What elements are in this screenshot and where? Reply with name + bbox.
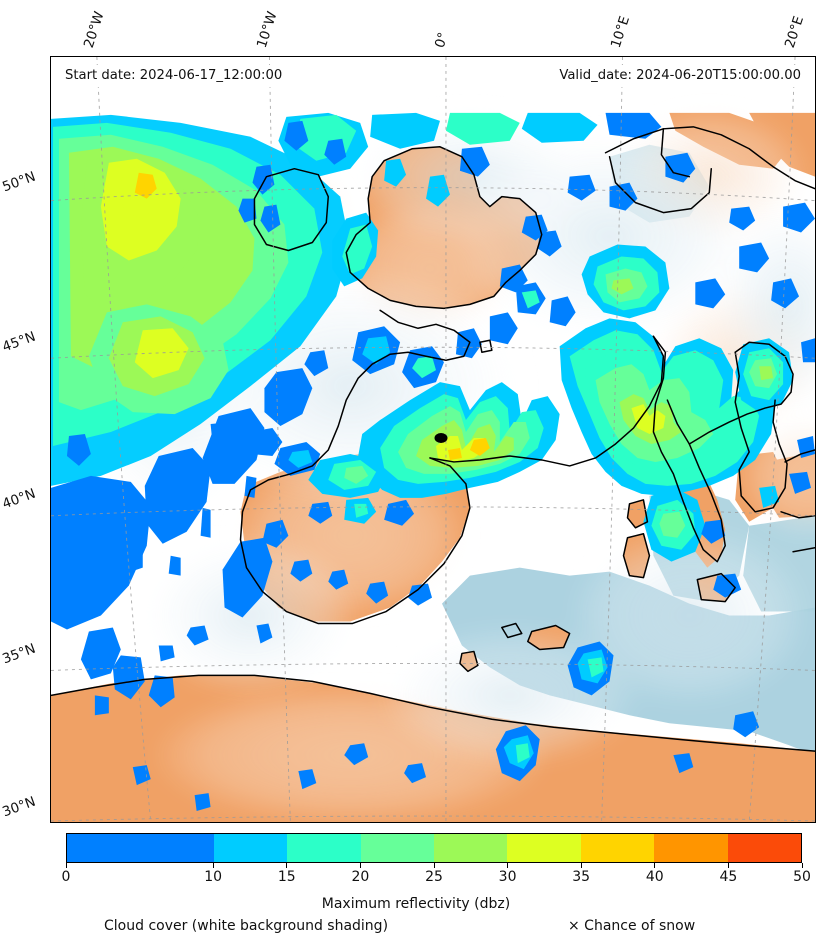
colorbar-segment (580, 834, 655, 862)
colorbar-tick-label: 40 (645, 869, 664, 885)
longitude-tick-label: 20°E (781, 14, 807, 50)
latitude-tick-label: 50°N (0, 168, 38, 196)
colorbar-tick-label: 25 (425, 869, 443, 885)
colorbar-tick-label: 0 (61, 869, 71, 885)
colorbar-segment (727, 834, 801, 862)
map-plot-area[interactable]: Start date: 2024-06-17_12:00:00 Valid_da… (50, 56, 816, 823)
colorbar-tick-label: 15 (277, 869, 296, 885)
colorbar-segment (360, 834, 434, 862)
colorbar-tick-mark (286, 863, 288, 868)
colorbar-tick-label: 20 (351, 869, 370, 885)
colorbar-tick-mark (727, 863, 729, 868)
colorbar-segment (433, 834, 508, 862)
colorbar-tick-mark (359, 863, 361, 868)
map-raster (51, 57, 815, 822)
site-marker (434, 432, 448, 443)
colorbar-tick-mark (65, 863, 67, 868)
colorbar-tick-mark (801, 863, 803, 868)
colorbar-tick-mark (433, 863, 435, 868)
longitude-tick-label: 10°W (253, 9, 281, 51)
colorbar-ticks: 0 10 15 20 25 30 35 40 45 50 (62, 863, 811, 889)
colorbar: 0 10 15 20 25 30 35 40 45 50 (62, 833, 811, 885)
start-date-annotation: Start date: 2024-06-17_12:00:00 (59, 65, 289, 88)
colorbar-tick-mark (507, 863, 509, 868)
chance-of-snow-legend: × Chance of snow (568, 918, 696, 934)
colorbar-segment (213, 834, 288, 862)
longitude-tick-label: 20°W (80, 9, 108, 51)
colorbar-tick-label: 35 (572, 869, 591, 885)
colorbar-tick-mark (212, 863, 214, 868)
colorbar-title: Maximum reflectivity (dbz) (321, 896, 511, 912)
longitude-tick-label: 10°E (607, 14, 633, 50)
colorbar-segment (507, 834, 581, 862)
colorbar-tick-label: 45 (719, 869, 738, 885)
colorbar-segment (287, 834, 361, 862)
latitude-tick-label: 45°N (0, 328, 38, 356)
colorbar-tick-mark (654, 863, 656, 868)
colorbar-segment (67, 834, 214, 862)
longitude-tick-label: 0° (431, 30, 452, 50)
colorbar-tick-label: 50 (793, 869, 811, 885)
latitude-tick-label: 30°N (0, 793, 38, 820)
cloud-cover-legend: Cloud cover (white background shading) (104, 918, 389, 934)
colorbar-tick-label: 10 (204, 869, 223, 885)
latitude-tick-label: 35°N (0, 640, 38, 668)
colorbar-tick-label: 30 (498, 869, 517, 885)
latitude-tick-label: 40°N (0, 485, 38, 513)
colorbar-tick-mark (580, 863, 582, 868)
valid-date-annotation: Valid_date: 2024-06-20T15:00:00.00 (553, 65, 807, 88)
colorbar-segment (654, 834, 728, 862)
colorbar-gradient (66, 833, 802, 863)
